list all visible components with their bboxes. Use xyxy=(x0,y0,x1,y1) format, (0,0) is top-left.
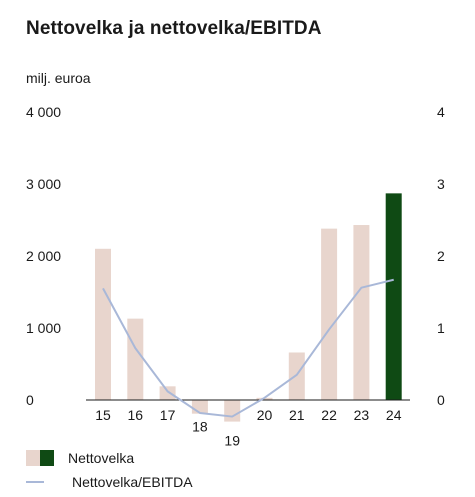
ratio-line xyxy=(102,278,394,418)
y-left-tick-label: 4 000 xyxy=(26,104,61,120)
y-right-tick-label: 1 xyxy=(437,320,445,336)
legend-item-line: Nettovelka/EBITDA xyxy=(26,470,193,494)
y-right-tick-label: 3 xyxy=(437,176,445,192)
x-tick-label-15: 15 xyxy=(95,407,111,423)
y-right-tick-label: 2 xyxy=(437,248,445,264)
legend-swatch-bar-dark xyxy=(40,450,54,466)
legend-label-ratio: Nettovelka/EBITDA xyxy=(72,474,193,490)
y-left-tick-label: 2 000 xyxy=(26,248,61,264)
legend-label-nettovelka: Nettovelka xyxy=(68,450,135,466)
y-right-tick-label: 4 xyxy=(437,104,445,120)
x-tick-label-23: 23 xyxy=(354,407,370,423)
x-tick-label-18: 18 xyxy=(192,419,208,435)
chart-legend: Nettovelka Nettovelka/EBITDA xyxy=(26,446,193,494)
x-tick-label-17: 17 xyxy=(160,407,176,423)
x-tick-label-21: 21 xyxy=(289,407,305,423)
x-tick-label-20: 20 xyxy=(257,407,273,423)
x-tick-label-22: 22 xyxy=(321,407,337,423)
bar-24 xyxy=(385,193,402,400)
y-right-tick-label: 0 xyxy=(437,392,445,408)
legend-swatch-bar-light xyxy=(26,450,40,466)
bar-18 xyxy=(191,400,208,414)
x-tick-label-24: 24 xyxy=(386,407,402,423)
legend-item-bars: Nettovelka xyxy=(26,446,193,470)
bar-19 xyxy=(224,400,241,422)
bar-16 xyxy=(127,318,144,400)
bar-23 xyxy=(353,225,370,400)
y-left-tick-label: 3 000 xyxy=(26,176,61,192)
legend-swatch-line xyxy=(26,481,44,483)
y-axis-unit-label: milj. euroa xyxy=(26,70,91,86)
bar-17 xyxy=(159,386,176,400)
x-tick-label-16: 16 xyxy=(128,407,144,423)
bar-22 xyxy=(321,228,338,400)
bar-21 xyxy=(288,352,305,400)
x-tick-label-19: 19 xyxy=(224,433,240,449)
y-left-tick-label: 0 xyxy=(26,392,34,408)
y-left-tick-label: 1 000 xyxy=(26,320,61,336)
chart-title: Nettovelka ja nettovelka/EBITDA xyxy=(26,18,322,39)
bar-15 xyxy=(95,248,111,400)
